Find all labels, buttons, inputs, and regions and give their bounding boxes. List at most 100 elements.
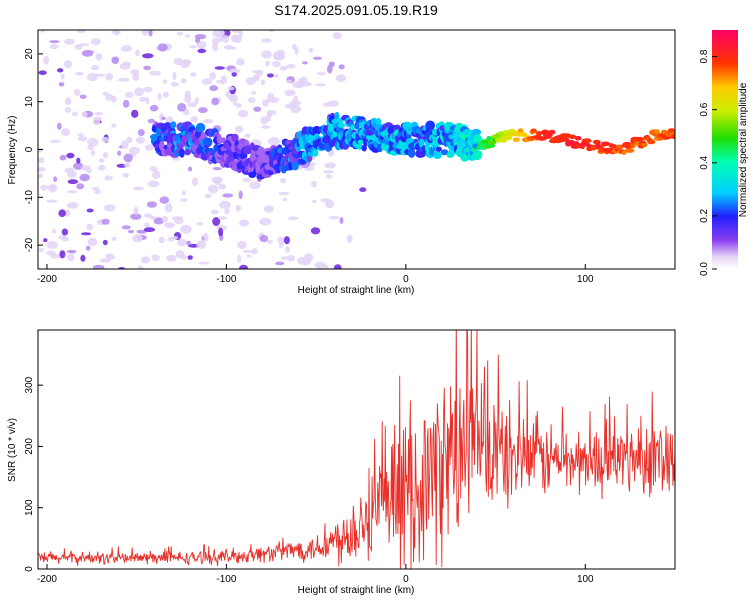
noise-blob (128, 146, 140, 155)
spectrogram-y-ticks: 20 10 0 -10 -20 (24, 48, 43, 252)
ridge-blob (170, 121, 177, 129)
noise-blob (177, 103, 187, 112)
noise-blob (198, 261, 210, 265)
noise-blob (74, 88, 81, 97)
noise-blob (64, 97, 72, 105)
noise-blob (308, 47, 314, 53)
noise-blob (310, 227, 321, 235)
noise-blob (326, 174, 333, 179)
noise-blob (238, 190, 243, 200)
noise-blob (211, 97, 219, 106)
noise-blob (238, 264, 249, 269)
noise-blob (102, 152, 109, 159)
ridge-blob (581, 138, 592, 143)
noise-blob (61, 128, 71, 137)
noise-blob (191, 177, 199, 186)
noise-blob (49, 40, 60, 44)
colorbar-ticks: 0.0 0.2 0.4 0.6 0.8 (699, 49, 717, 276)
noise-blob (201, 78, 213, 85)
ridge-blob (520, 132, 528, 137)
y-tick-label: 200 (24, 438, 35, 455)
ridge-blob (435, 146, 442, 152)
noise-blob (151, 254, 160, 261)
noise-blob (57, 122, 62, 130)
noise-blob (228, 94, 238, 103)
spectrogram-marks (38, 30, 675, 269)
noise-blob (126, 136, 133, 144)
noise-blob (251, 90, 257, 95)
noise-blob (90, 64, 100, 71)
noise-blob (239, 219, 250, 227)
noise-blob (252, 76, 259, 81)
noise-blob (275, 261, 285, 266)
noise-blob (128, 229, 134, 234)
noise-blob (274, 73, 279, 79)
noise-blob (140, 256, 151, 264)
snr-frame (37, 329, 676, 570)
noise-blob (135, 49, 141, 57)
ridge-blob (625, 148, 635, 153)
noise-blob (247, 97, 256, 104)
noise-blob (79, 43, 89, 47)
noise-blob (93, 117, 101, 126)
noise-blob (180, 198, 188, 202)
noise-blob (209, 85, 218, 92)
ridge-blob (216, 134, 222, 144)
y-tick-label: 0 (24, 566, 35, 572)
ridge-blob (179, 148, 185, 158)
ridge-blob (473, 151, 482, 161)
ridge-blob (407, 148, 416, 158)
noise-blob (242, 177, 251, 183)
ridge-blob (512, 137, 521, 142)
noise-blob (224, 44, 233, 50)
noise-blob (279, 242, 284, 249)
noise-blob (285, 79, 293, 83)
noise-blob (98, 158, 105, 163)
x-tick-label: 0 (403, 574, 409, 585)
ridge-blob (486, 136, 492, 141)
noise-blob (196, 40, 207, 49)
noise-blob (322, 264, 329, 269)
ridge-blob (537, 136, 547, 141)
noise-blob (172, 71, 177, 81)
noise-blob (233, 102, 238, 106)
noise-blob (143, 227, 156, 233)
noise-blob (260, 79, 266, 86)
noise-blob (288, 216, 299, 221)
noise-blob (173, 217, 184, 225)
x-tick-label: 100 (577, 274, 594, 285)
noise-blob (172, 157, 181, 161)
ridge-blob (350, 124, 356, 130)
ridge-blob (200, 131, 206, 138)
noise-blob (264, 60, 270, 67)
noise-blob (61, 228, 69, 236)
ridge-blob (621, 150, 627, 155)
noise-blob (102, 239, 108, 246)
y-tick-label: 10 (24, 96, 35, 108)
noise-blob (122, 61, 132, 66)
noise-blob (58, 82, 65, 87)
noise-blob (43, 238, 48, 243)
spectrogram-x-ticks: -200 -100 0 100 (37, 264, 594, 285)
noise-blob (312, 56, 323, 60)
noise-blob (121, 140, 129, 149)
colorbar-tick-label: 0.6 (699, 102, 710, 116)
noise-blob (249, 181, 261, 190)
noise-blob (143, 65, 152, 71)
noise-blob (327, 64, 333, 74)
noise-blob (87, 137, 99, 147)
noise-blob (135, 136, 146, 144)
noise-blob (259, 235, 269, 243)
noise-blob (210, 209, 219, 215)
noise-blob (124, 91, 134, 98)
y-tick-label: 100 (24, 499, 35, 516)
noise-blob (195, 37, 200, 44)
snr-y-label: SNR (10 * v/v) (7, 418, 18, 482)
ridge-blob (629, 143, 636, 149)
noise-blob (311, 199, 317, 204)
noise-blob (161, 216, 169, 223)
noise-blob (272, 60, 281, 68)
noise-blob (284, 103, 297, 109)
noise-blob (194, 96, 199, 105)
noise-blob (40, 30, 45, 33)
